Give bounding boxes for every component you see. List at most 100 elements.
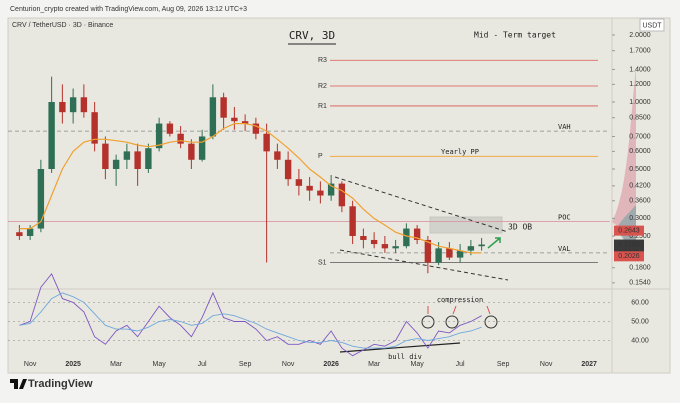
candle-body — [284, 159, 292, 180]
candle-body — [338, 183, 346, 207]
candle-body — [26, 228, 34, 237]
peak-arrows — [427, 305, 491, 315]
candle-body — [360, 236, 367, 240]
candle-body — [198, 136, 206, 160]
price-label-box — [614, 251, 644, 262]
candle-body — [16, 232, 23, 237]
candle-body — [123, 151, 131, 160]
y-tick-label: 0.3600 — [629, 198, 651, 205]
candle-body — [435, 248, 442, 263]
candle-body — [392, 246, 399, 249]
brand: TradingView — [28, 378, 93, 390]
breakout-arrow — [487, 237, 501, 249]
candle-body — [134, 151, 141, 170]
rsi-line — [19, 273, 482, 357]
profile-label: VAL — [558, 245, 571, 253]
currency: USDT — [642, 22, 662, 29]
annotation-compression: compression — [437, 296, 483, 304]
candle-body — [80, 97, 88, 113]
candle-body — [403, 228, 410, 247]
y-tick-label: 1.2000 — [629, 81, 651, 88]
x-tick-label: Mar — [110, 361, 123, 368]
candle-body — [220, 97, 227, 118]
candle-body — [91, 112, 98, 144]
price-label: 0.2026 — [618, 253, 640, 260]
candle-body — [478, 244, 485, 247]
candle-body — [112, 159, 120, 170]
annotation-ob: 3D OB — [508, 223, 532, 232]
candle-body — [327, 183, 335, 196]
x-tick-label: Sep — [239, 361, 252, 368]
trendline — [339, 249, 509, 281]
candle-body — [446, 248, 453, 258]
y-tick-label: 0.6000 — [629, 148, 651, 155]
y-tick-label: 0.4200 — [629, 183, 651, 190]
x-tick-label: Sep — [497, 361, 510, 368]
rsi-tick-label: 40.00 — [631, 337, 649, 344]
x-tick-label: 2027 — [581, 361, 597, 368]
x-tick-label: Nov — [282, 361, 295, 368]
price-label-box — [614, 225, 644, 236]
peak-circle — [421, 315, 435, 329]
candle-body — [177, 133, 184, 144]
currency-box — [639, 18, 665, 32]
x-tick-label: Nov — [24, 361, 37, 368]
candle-body — [69, 97, 77, 113]
candle-body — [295, 179, 303, 186]
x-tick-label: May — [411, 361, 425, 368]
x-tick-label: Jul — [198, 361, 207, 368]
candle-body — [241, 121, 249, 124]
candle-body — [155, 123, 163, 149]
trendline — [334, 176, 509, 233]
x-tick-label: 2026 — [323, 361, 339, 368]
candle-body — [209, 97, 217, 137]
author: Centurion_crypto created with TradingVie… — [10, 6, 247, 13]
candle-body — [467, 246, 475, 251]
annotation-divergence: bull div — [388, 353, 422, 361]
candle-body — [37, 169, 45, 229]
candle-body — [231, 117, 238, 122]
rsi-tick-label: 60.00 — [631, 299, 649, 306]
y-tick-label: 0.8500 — [629, 115, 651, 122]
candle-body — [413, 228, 421, 240]
y-tick-label: 0.5000 — [629, 166, 651, 173]
peak-circle — [484, 315, 498, 329]
y-tick-label: 0.2500 — [629, 233, 651, 240]
y-tick-label: 1.4000 — [629, 66, 651, 73]
rsi-line — [19, 292, 482, 349]
candle-body — [145, 148, 152, 170]
y-tick-label: 0.1540 — [629, 280, 651, 287]
brand-logo — [10, 379, 27, 389]
price-label: 0.2643 — [618, 227, 640, 234]
x-tick-label: Jul — [456, 361, 465, 368]
candle-body — [370, 239, 378, 245]
y-tick-label: 1.0000 — [629, 99, 651, 106]
candle-body — [317, 190, 324, 196]
pivot-label: P — [318, 153, 323, 160]
x-tick-label: May — [153, 361, 167, 368]
candle-body — [349, 206, 356, 237]
divergence-line — [339, 342, 461, 353]
symbol: CRV / TetherUSD · 3D · Binance — [12, 22, 113, 29]
candle-body — [263, 133, 270, 152]
price-label: 0.2289 — [618, 241, 640, 248]
candle-body — [166, 123, 174, 134]
pivot-label: R3 — [318, 57, 327, 64]
profile-label: POC — [558, 214, 571, 222]
y-tick-label: 0.7000 — [629, 133, 651, 140]
candle-body — [424, 239, 432, 263]
moving-average — [19, 123, 482, 254]
annotation-title: CRV, 3D — [289, 29, 335, 42]
x-tick-label: Mar — [368, 361, 381, 368]
y-tick-label: 2.0000 — [629, 32, 651, 39]
pivot-label: S1 — [318, 259, 327, 266]
annotation-target: Mid - Term target — [474, 31, 556, 40]
x-tick-label: 2025 — [65, 361, 81, 368]
peak-circle — [445, 315, 459, 329]
pivot-label: R2 — [318, 83, 327, 90]
candle-body — [381, 244, 389, 249]
candle-body — [48, 101, 55, 170]
order-block — [429, 216, 503, 234]
rsi-tick-label: 50.00 — [631, 318, 649, 325]
